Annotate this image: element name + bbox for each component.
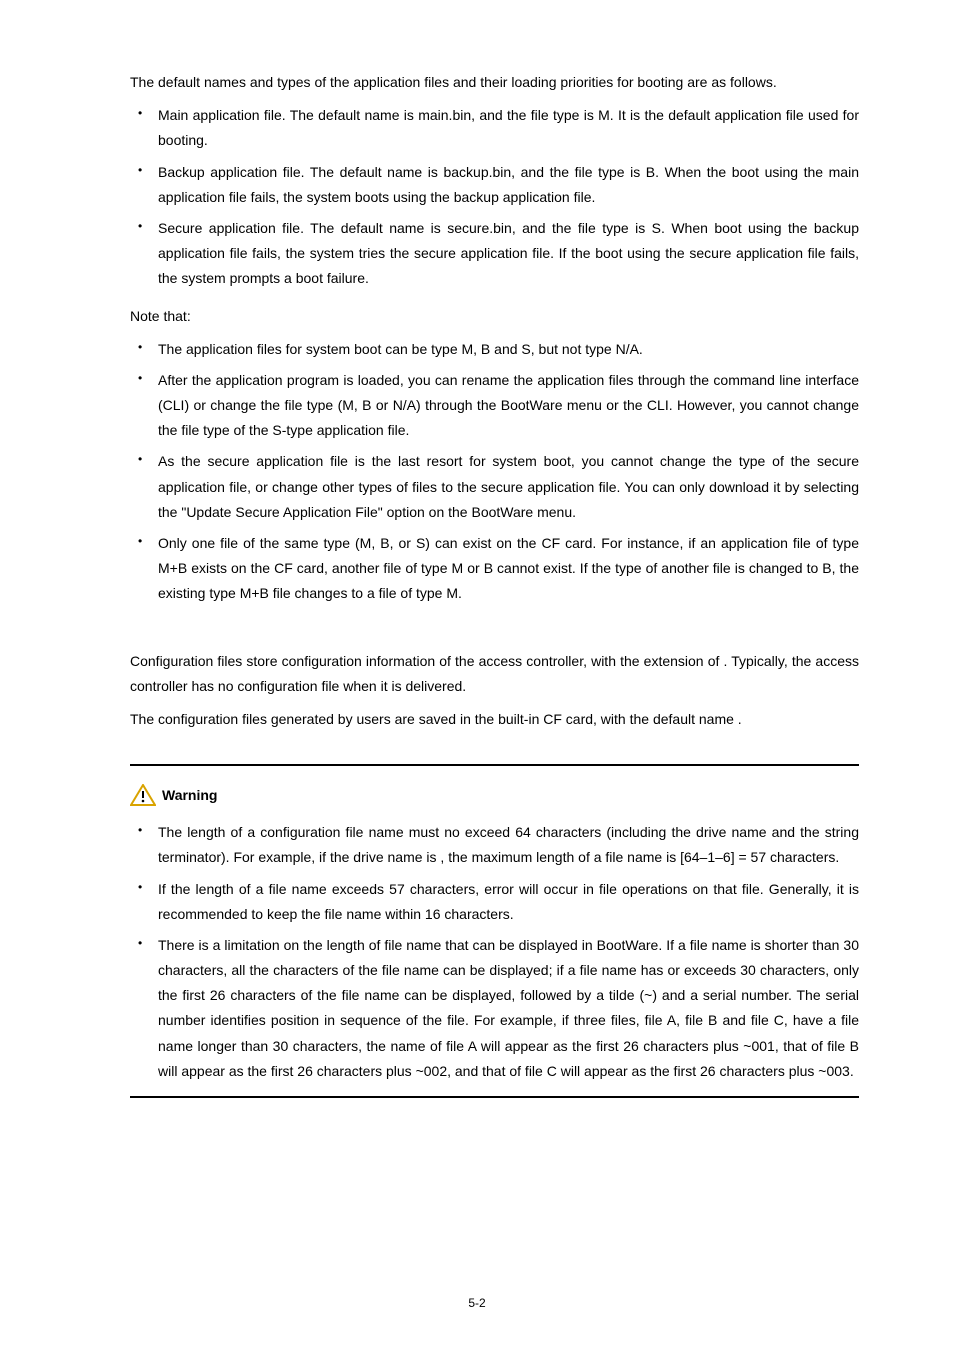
- note-heading: Note that:: [130, 304, 859, 329]
- list-item: There is a limitation on the length of f…: [130, 933, 859, 1084]
- warning-header: Warning: [130, 784, 859, 806]
- warning-box: Warning The length of a configuration fi…: [130, 764, 859, 1098]
- list-item: The length of a configuration file name …: [130, 820, 859, 870]
- page-number: 5-2: [468, 1296, 485, 1310]
- list-item: Secure application file. The default nam…: [130, 216, 859, 292]
- list-item: After the application program is loaded,…: [130, 368, 859, 444]
- list-item: The application files for system boot ca…: [130, 337, 859, 362]
- warning-divider-top: [130, 764, 859, 766]
- list-item: Only one file of the same type (M, B, or…: [130, 531, 859, 607]
- section-spacer: [130, 619, 859, 649]
- warning-divider-bottom: [130, 1096, 859, 1098]
- intro-paragraph: The default names and types of the appli…: [130, 70, 859, 95]
- config-paragraph-2: The configuration files generated by use…: [130, 707, 859, 732]
- warning-triangle-icon: [130, 784, 156, 806]
- application-files-list: Main application file. The default name …: [130, 103, 859, 291]
- list-item: As the secure application file is the la…: [130, 449, 859, 525]
- list-item: If the length of a file name exceeds 57 …: [130, 877, 859, 927]
- warning-label: Warning: [162, 787, 217, 803]
- note-list: The application files for system boot ca…: [130, 337, 859, 607]
- warning-list: The length of a configuration file name …: [130, 820, 859, 1084]
- list-item: Backup application file. The default nam…: [130, 160, 859, 210]
- config-paragraph-1: Configuration files store configuration …: [130, 649, 859, 699]
- list-item: Main application file. The default name …: [130, 103, 859, 153]
